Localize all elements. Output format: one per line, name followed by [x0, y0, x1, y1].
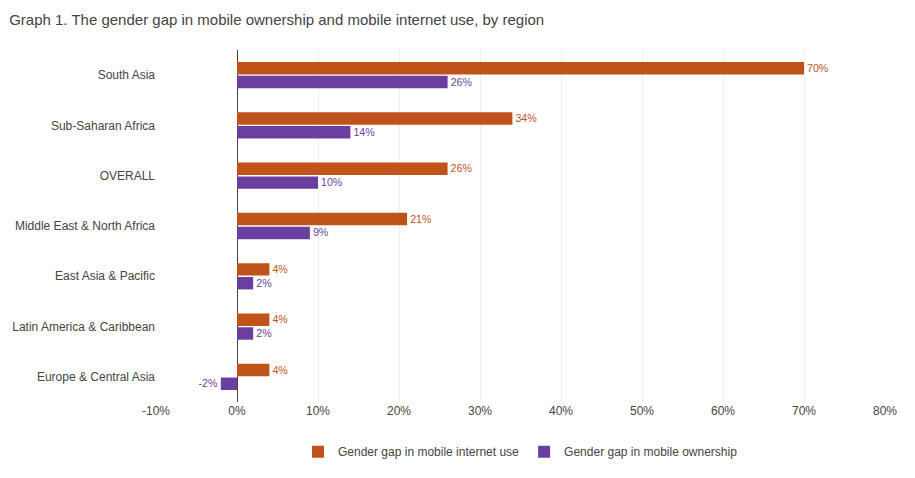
svg-text:Sub-Saharan Africa: Sub-Saharan Africa	[51, 119, 155, 133]
svg-text:Gender gap in mobile internet: Gender gap in mobile internet use	[338, 445, 519, 459]
svg-text:Graph 1. The gender gap in mob: Graph 1. The gender gap in mobile owners…	[9, 11, 544, 28]
svg-text:70%: 70%	[792, 404, 816, 418]
svg-text:9%: 9%	[313, 226, 329, 238]
svg-text:40%: 40%	[549, 404, 573, 418]
svg-text:2%: 2%	[256, 327, 272, 339]
svg-text:0%: 0%	[228, 404, 246, 418]
svg-text:2%: 2%	[256, 277, 272, 289]
svg-text:4%: 4%	[272, 313, 288, 325]
svg-text:4%: 4%	[272, 364, 288, 376]
svg-text:20%: 20%	[387, 404, 411, 418]
svg-text:21%: 21%	[410, 213, 432, 225]
svg-text:Europe & Central Asia: Europe & Central Asia	[37, 370, 155, 384]
svg-text:Middle East & North Africa: Middle East & North Africa	[15, 219, 155, 233]
svg-text:10%: 10%	[321, 176, 343, 188]
svg-text:East Asia & Pacific: East Asia & Pacific	[55, 269, 155, 283]
svg-text:Gender gap in mobile ownership: Gender gap in mobile ownership	[564, 445, 737, 459]
svg-text:50%: 50%	[630, 404, 654, 418]
svg-text:-10%: -10%	[142, 404, 170, 418]
svg-text:26%: 26%	[451, 76, 473, 88]
svg-text:60%: 60%	[711, 404, 735, 418]
svg-text:70%: 70%	[807, 62, 829, 74]
svg-text:30%: 30%	[468, 404, 492, 418]
svg-text:14%: 14%	[353, 126, 375, 138]
svg-text:-2%: -2%	[199, 377, 218, 389]
svg-text:4%: 4%	[272, 263, 288, 275]
svg-text:OVERALL: OVERALL	[100, 169, 156, 183]
svg-text:34%: 34%	[515, 112, 537, 124]
svg-text:80%: 80%	[873, 404, 897, 418]
svg-text:10%: 10%	[306, 404, 330, 418]
svg-text:South Asia: South Asia	[98, 68, 156, 82]
svg-text:26%: 26%	[451, 162, 473, 174]
svg-text:Latin America & Caribbean: Latin America & Caribbean	[12, 320, 155, 334]
